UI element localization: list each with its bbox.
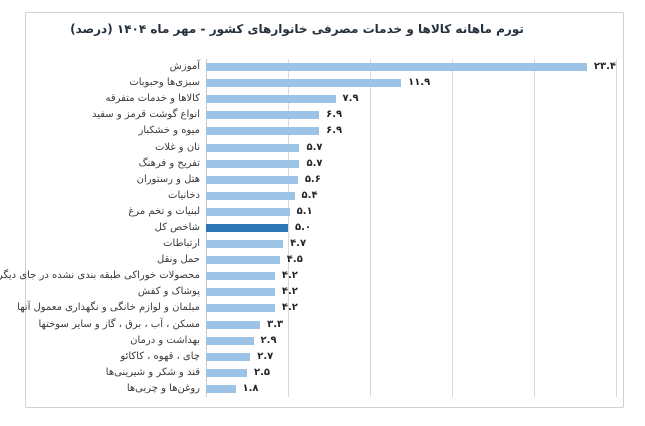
category-label: میوه و خشکبار	[138, 125, 200, 137]
bar-row: قند و شکر و شیرینی‌ها ۲.۵	[106, 365, 616, 381]
bar-row: چای ، قهوه ، کاکائو ۲.۷	[120, 349, 616, 365]
value-label: ۵.۶	[304, 173, 321, 185]
value-label: ۵.۷	[306, 141, 323, 153]
gridlines	[206, 59, 617, 397]
category-label: آموزش	[169, 61, 200, 73]
value-label: ۴.۷	[290, 238, 307, 250]
bar	[206, 143, 300, 152]
gridline	[616, 59, 617, 397]
category-label: انواع گوشت قرمز و سفید	[91, 109, 200, 121]
bar-row: میوه و خشکبار ۶.۹	[139, 123, 616, 139]
value-label: ۳.۳	[267, 318, 284, 330]
category-label: هتل و رستوران	[136, 173, 200, 185]
bar-row: روغن‌ها و چربی‌ها ۱.۸	[127, 381, 616, 397]
bar	[206, 336, 254, 345]
total-index-bar	[206, 223, 288, 232]
category-label: مبلمان و لوازم خانگی و نگهداری معمول آنه…	[17, 302, 200, 314]
value-label: ۴.۲	[281, 270, 298, 282]
bar-row: شاخص کل ۵.۰	[155, 220, 616, 236]
bar	[206, 352, 251, 361]
bar-row: حمل ونقل ۴.۵	[157, 252, 616, 268]
bar-row: کالاها و خدمات متفرقه ۷.۹	[105, 91, 616, 107]
category-label: بهداشت و درمان	[130, 334, 200, 346]
bar	[206, 288, 275, 297]
bar-row: مسکن ، آب ، برق ، گاز و سایر سوختها ۳.۳	[38, 317, 616, 333]
category-label: سبزی‌ها وحبوبات	[129, 77, 200, 89]
value-label: ۴.۲	[281, 286, 298, 298]
bar	[206, 79, 402, 88]
value-label: ۲۳.۴	[593, 61, 616, 73]
bar-row: انواع گوشت قرمز و سفید ۶.۹	[92, 107, 616, 123]
bar	[206, 207, 290, 216]
bar	[206, 384, 236, 393]
bar	[206, 256, 280, 265]
category-label: محصولات خوراکی طبقه بندی نشده در جای دیگ…	[0, 270, 200, 282]
chart-frame: تورم ماهانه کالاها و خدمات مصرفی خانواره…	[0, 12, 624, 408]
value-label: ۲.۵	[254, 366, 271, 378]
bar-rows: آموزش ۲۳.۴ سبزی‌ها وحبوبات ۱۱.۹ کالاها و خدم…	[0, 59, 616, 397]
bar	[206, 272, 275, 281]
bar-row: سبزی‌ها وحبوبات ۱۱.۹	[129, 75, 616, 91]
category-label: روغن‌ها و چربی‌ها	[126, 382, 200, 394]
bar-row: محصولات خوراکی طبقه بندی نشده در جای دیگ…	[0, 268, 616, 284]
bar-row: آموزش ۲۳.۴	[170, 59, 616, 75]
bar	[206, 127, 320, 136]
value-label: ۱۱.۹	[408, 77, 431, 89]
bar-row: پوشاک و کفش ۴.۲	[138, 284, 616, 300]
gridline	[288, 59, 289, 397]
gridline	[370, 59, 371, 397]
bar-row: لبنیات و تخم مرغ ۵.۱	[128, 204, 616, 220]
bar-row: دخانیات ۵.۴	[168, 188, 616, 204]
value-label: ۵.۷	[306, 157, 323, 169]
bar	[206, 368, 247, 377]
chart-title: تورم ماهانه کالاها و خدمات مصرفی خانواره…	[70, 22, 524, 36]
bar	[206, 304, 275, 313]
category-label: کالاها و خدمات متفرقه	[105, 93, 200, 105]
plot-area: آموزش ۲۳.۴ سبزی‌ها وحبوبات ۱۱.۹ کالاها و خدم…	[0, 59, 617, 397]
value-label: ۲.۷	[257, 350, 274, 362]
bar	[206, 240, 284, 249]
category-label: چای ، قهوه ، کاکائو	[120, 350, 200, 362]
bar-row: مبلمان و لوازم خانگی و نگهداری معمول آنه…	[17, 300, 616, 316]
bar	[206, 175, 298, 184]
category-label: ارتباطات	[163, 238, 200, 250]
value-label: ۴.۵	[286, 254, 303, 266]
bar-row: بهداشت و درمان ۲.۹	[130, 333, 616, 349]
category-label: حمل ونقل	[157, 254, 200, 266]
bar-row: تفریح و فرهنگ ۵.۷	[139, 156, 616, 172]
gridline	[452, 59, 453, 397]
value-label: ۴.۲	[281, 302, 298, 314]
bar	[206, 95, 336, 104]
value-label: ۱.۸	[242, 382, 259, 394]
value-label: ۷.۹	[342, 93, 359, 105]
bar	[206, 159, 300, 168]
bar	[206, 111, 320, 120]
category-label: پوشاک و کفش	[137, 286, 200, 298]
bar-row: هتل و رستوران ۵.۶	[137, 172, 616, 188]
value-label: ۵.۰	[295, 221, 312, 233]
category-label: لبنیات و تخم مرغ	[128, 205, 200, 217]
category-label: شاخص کل	[154, 221, 200, 233]
value-label: ۵.۴	[301, 189, 318, 201]
bar	[206, 191, 295, 200]
bar	[206, 63, 587, 72]
category-label: مسکن ، آب ، برق ، گاز و سایر سوختها	[38, 318, 200, 330]
category-label: نان و غلات	[155, 141, 200, 153]
category-label: تفریح و فرهنگ	[138, 157, 200, 169]
bar-row: ارتباطات ۴.۷	[163, 236, 616, 252]
category-label: دخانیات	[168, 189, 200, 201]
value-label: ۶.۹	[326, 109, 343, 121]
value-label: ۵.۱	[296, 205, 313, 217]
bar-row: نان و غلات ۵.۷	[155, 139, 616, 155]
value-label: ۶.۹	[326, 125, 343, 137]
category-label: قند و شکر و شیرینی‌ها	[105, 366, 200, 378]
value-label: ۲.۹	[260, 334, 277, 346]
gridline	[534, 59, 535, 397]
bar	[206, 320, 261, 329]
